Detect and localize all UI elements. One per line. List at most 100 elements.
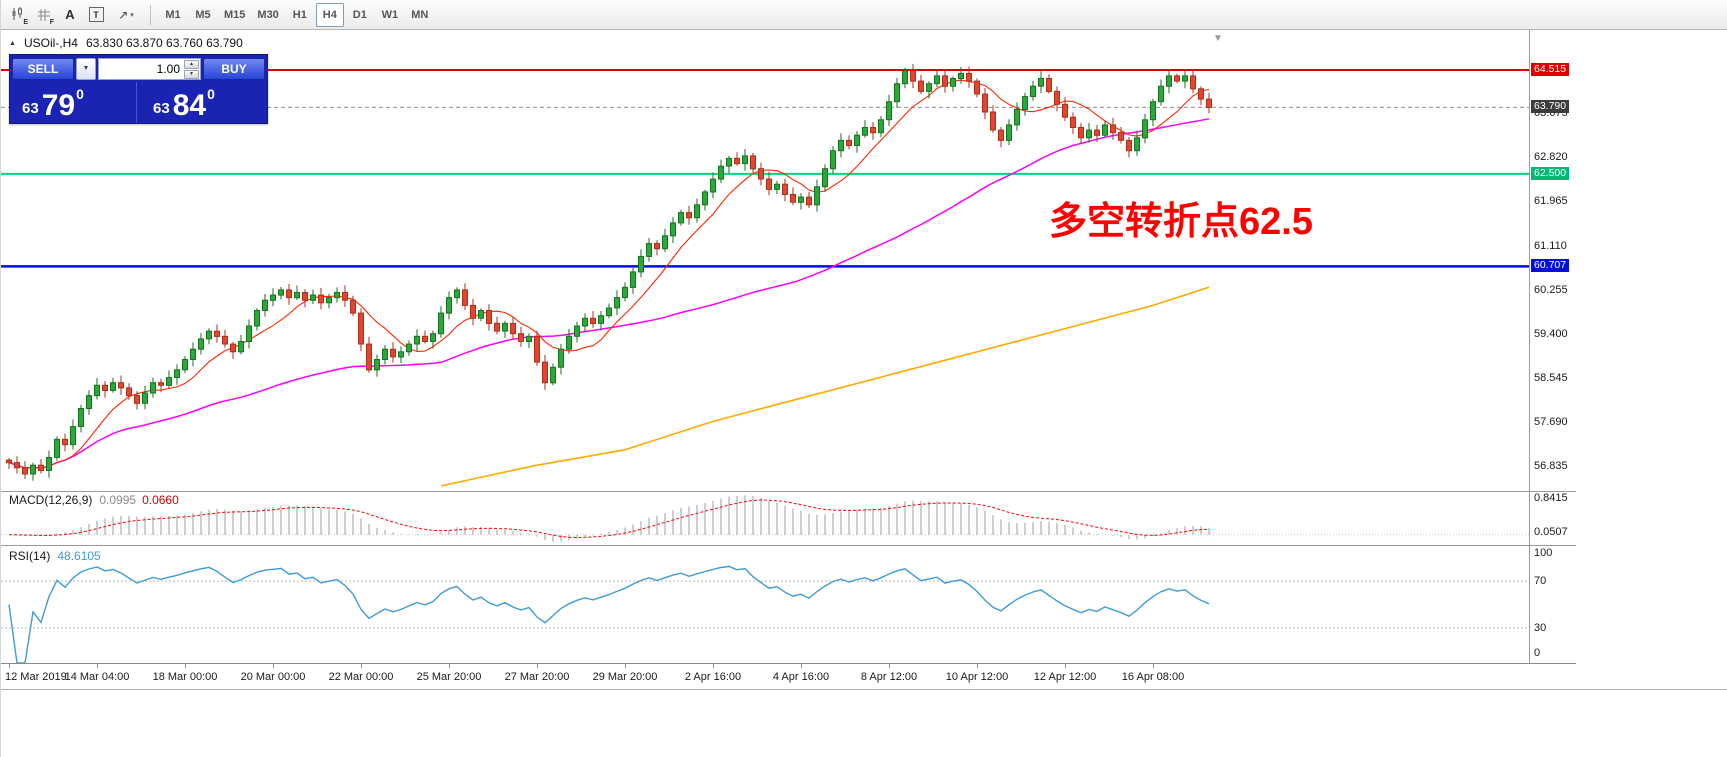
buy-price-pips: 84 [172,88,207,122]
time-tick [185,664,186,668]
chart-annotation-text: 多空转折点62.5 [1049,201,1313,243]
chevron-down-icon: ▼ [82,65,90,72]
macd-label: MACD(12,26,9) 0.0995 0.0660 [9,493,179,507]
grid-tool-icon[interactable]: F [32,3,56,27]
time-label: 12 Apr 12:00 [1033,671,1097,683]
time-label: 4 Apr 16:00 [772,671,830,683]
timeframe-d1[interactable]: D1 [352,8,367,21]
timeframe-m1[interactable]: M1 [165,8,181,21]
time-tick [625,664,626,668]
time-tick [361,664,362,668]
expand-icon[interactable]: ▲ [9,39,16,47]
time-axis[interactable]: 12 Mar 2019 14 Mar 04:00 18 Mar 00:00 20 Ma… [1,663,1576,689]
spin-down-icon[interactable]: ▼ [184,69,199,79]
price-tag-64.515: 64.515 [1531,63,1570,76]
time-label: 22 Mar 00:00 [328,671,394,683]
toolbar: E F A T ↗ ▾ M1 M5 M15 M30 H1 H4 D1 W1 MN [1,0,1727,30]
time-label: 16 Apr 08:00 [1121,671,1185,683]
time-tick [1065,664,1066,668]
sell-price-int: 63 [22,100,39,117]
rsi-label: RSI(14) 48.6105 [9,549,101,563]
price-tick-label: 60.255 [1534,284,1568,296]
one-click-trading-panel: SELL ▼ ▲ ▼ BUY 63 79 0 63 84 0 [9,54,268,124]
rsi-level-100: 100 [1534,547,1553,559]
time-tick [537,664,538,668]
textbox-tool-label: T [88,7,104,22]
toolbar-separator [150,4,151,25]
price-tick-label: 62.820 [1534,151,1568,163]
timeframe-h4[interactable]: H4 [315,2,344,27]
price-tag-62.500: 62.500 [1531,167,1570,180]
buy-price-int: 63 [153,100,170,117]
timeframe-m15[interactable]: M15 [224,8,246,21]
font-tool-icon[interactable]: A [58,3,82,27]
timeframe-mn[interactable]: MN [411,8,429,21]
time-label: 18 Mar 00:00 [152,671,218,683]
volume-spinner: ▲ ▼ [184,59,199,79]
time-label: 8 Apr 12:00 [860,671,918,683]
time-tick [97,664,98,668]
buy-price-display[interactable]: 63 84 0 [136,82,267,123]
price-tick-label: 61.965 [1534,195,1568,207]
symbol-ohlc-values: 63.830 63.870 63.760 63.790 [85,36,243,50]
symbol-name: USOil-,H4 [23,36,78,50]
rsi-level-30: 30 [1534,622,1547,634]
macd-indicator-chart[interactable] [1,492,1530,545]
candlestick-icon [12,7,22,20]
arrow-tool-glyph: ↗ [118,7,129,22]
price-tag-63.790: 63.790 [1531,100,1570,113]
volume-field-wrap: ▲ ▼ [98,57,201,80]
chart-tool-icon[interactable]: E [6,3,30,27]
time-tick [713,664,714,668]
time-tick [977,664,978,668]
spin-up-icon[interactable]: ▲ [184,59,199,69]
time-label: 14 Mar 04:00 [64,671,130,683]
time-label: 20 Mar 00:00 [240,671,306,683]
time-label: 2 Apr 16:00 [684,671,742,683]
price-axis[interactable]: 0.8415 0.0507 100 70 30 0 63.675 62.820 61… [1530,30,1600,663]
rsi-level-0: 0 [1534,647,1541,659]
macd-main-value: 0.0995 [99,493,137,507]
timeframe-m5[interactable]: M5 [195,8,211,21]
chevron-down-icon: ▾ [130,11,134,19]
rsi-value: 48.6105 [57,549,101,563]
chart-shift-marker-icon[interactable]: ▼ [1213,33,1223,44]
timeframe-h1[interactable]: H1 [292,8,307,21]
price-tick-label: 56.835 [1534,460,1568,472]
time-label: 27 Mar 20:00 [504,671,570,683]
buy-price-fraction: 0 [207,86,215,102]
rsi-name: RSI(14) [9,549,51,563]
macd-scale-bottom: 0.0507 [1534,526,1568,538]
tool-sub-label: E [23,18,28,26]
font-tool-label: A [65,7,75,22]
time-tick [889,664,890,668]
sell-price-fraction: 0 [76,86,84,102]
price-axis-border [1529,30,1530,689]
macd-signal-value: 0.0660 [142,493,179,507]
tool-sub-label: F [49,18,54,26]
time-label: 25 Mar 20:00 [416,671,482,683]
buy-button[interactable]: BUY [203,57,265,80]
pane-divider[interactable] [1,491,1576,492]
price-tick-label: 58.545 [1534,372,1568,384]
time-tick [801,664,802,668]
rsi-indicator-chart[interactable] [1,546,1530,663]
price-tick-label: 61.110 [1534,240,1567,252]
timeframe-w1[interactable]: W1 [381,8,399,21]
volume-dropdown-button[interactable]: ▼ [76,57,96,80]
line-tools-icon[interactable]: ↗ ▾ [110,3,142,27]
time-label: 29 Mar 20:00 [592,671,658,683]
pane-divider[interactable] [1,545,1576,546]
timeframe-m30[interactable]: M30 [257,8,279,21]
price-tag-60.707: 60.707 [1531,259,1570,272]
volume-input[interactable] [99,58,200,79]
rsi-level-70: 70 [1534,575,1547,587]
sell-price-display[interactable]: 63 79 0 [10,82,136,123]
grid-icon [38,8,50,21]
time-tick [273,664,274,668]
textbox-tool-icon[interactable]: T [84,3,108,27]
window-bottom-border [1,689,1727,690]
sell-button[interactable]: SELL [12,57,74,80]
price-tick-label: 59.400 [1534,328,1568,340]
